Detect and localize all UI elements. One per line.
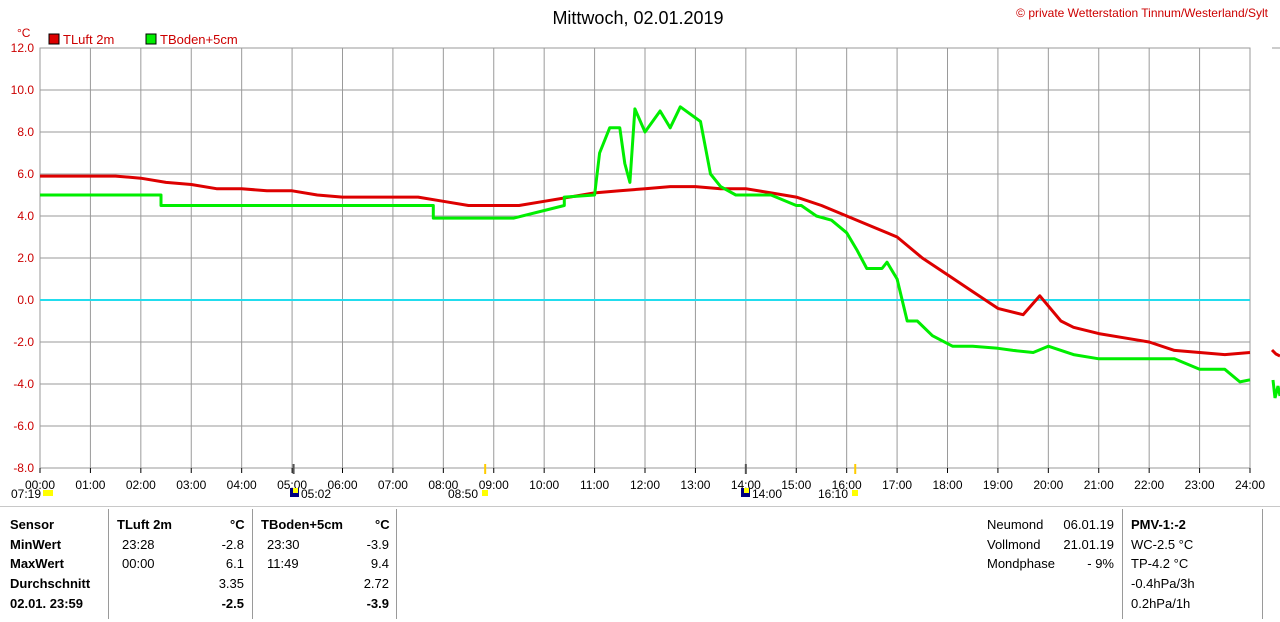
stats-row-avg: Durchschnitt [10,576,91,591]
x-tick-label: 02:00 [126,478,156,492]
legend-swatch-tboden [145,33,157,45]
series-line-tluft [40,174,1251,357]
stats-header-tluft: TLuft 2m [117,517,172,532]
tboden-max-time: 11:49 [267,556,299,571]
tluft-max-time: 00:00 [122,556,155,571]
moon-phase-value: - 9% [1087,556,1114,571]
stats-unit-tluft: °C [230,517,245,532]
x-tick-label: 14:00 [731,478,761,492]
y-tick-label: 6.0 [17,167,34,181]
x-tick-label: 24:00 [1235,478,1265,492]
event-moonset: 14:00 [752,487,782,501]
stats-row-min: MinWert [10,537,62,552]
tluft-avg-value: 3.35 [218,576,244,591]
event-sunrise: 07:19 [11,487,41,501]
x-tick-label: 19:00 [983,478,1013,492]
tluft-max-value: 6.1 [225,556,244,571]
x-tick-label: 22:00 [1134,478,1164,492]
event-moonrise: 05:02 [301,487,331,501]
tboden-current-value: -3.9 [366,596,389,611]
x-tick-label: 18:00 [932,478,962,492]
tluft-min-value: -2.8 [221,537,244,552]
x-tick-label: 00:00 [25,478,55,492]
x-tick-label: 01:00 [75,478,105,492]
pmv-title: PMV-1:-2 [1131,517,1186,532]
y-tick-label: 4.0 [17,209,34,223]
pmv-pressure-1h: 0.2hPa/1h [1131,596,1191,611]
event-noon: 08:50 [448,487,478,501]
tluft-min-time: 23:28 [122,537,155,552]
legend-tluft: TLuft 2m [63,32,114,47]
stats-row-now: 02.01. 23:59 [10,596,84,611]
next-day-tluft-stub [1270,348,1280,358]
tluft-current-value: -2.5 [221,596,244,611]
moon-phase-label: Mondphase [987,556,1055,571]
x-tick-label: 09:00 [479,478,509,492]
legend-tboden: TBoden+5cm [160,32,238,47]
x-tick-label: 03:00 [176,478,206,492]
y-tick-label: 10.0 [11,83,35,97]
series-lines [40,105,1251,384]
y-tick-label: -2.0 [13,335,34,349]
stats-unit-tboden: °C [375,517,390,532]
sun-marker-icon [43,490,53,496]
moon-new-label: Neumond [987,517,1044,532]
stats-row-max: MaxWert [10,556,64,571]
copyright-text: © private Wetterstation Tinnum/Westerlan… [1016,6,1269,20]
y-tick-label: -8.0 [13,461,34,475]
x-tick-label: 16:00 [832,478,862,492]
event-sunset: 16:10 [818,487,848,501]
x-tick-label: 10:00 [529,478,559,492]
stats-header-sensor: Sensor [10,517,55,532]
x-tick-label: 11:00 [580,478,609,492]
tboden-avg-value: 2.72 [363,576,389,591]
tboden-min-time: 23:30 [267,537,300,552]
tboden-min-value: -3.9 [366,537,389,552]
stats-panel: Sensor MinWert MaxWert Durchschnitt 02.0… [0,506,1280,622]
y-tick-label: 2.0 [17,251,34,265]
moon-full-date: 21.01.19 [1063,537,1114,552]
moon-full-label: Vollmond [987,537,1041,552]
sun-marker-icon [852,490,858,496]
x-tick-label: 23:00 [1185,478,1215,492]
x-tick-label: 17:00 [882,478,912,492]
sun-marker-icon [482,490,488,496]
x-tick-label: 07:00 [378,478,408,492]
y-tick-label: 12.0 [11,41,35,55]
next-day-tboden-stub [1271,379,1280,399]
y-tick-label: -4.0 [13,377,34,391]
tboden-max-value: 9.4 [370,556,389,571]
pmv-dewpoint: TP-4.2 °C [1131,556,1189,571]
x-tick-label: 05:00 [277,478,307,492]
stats-header-tboden: TBoden+5cm [261,517,343,532]
x-tick-label: 06:00 [327,478,357,492]
pmv-windchill: WC-2.5 °C [1131,537,1194,552]
series-line-tboden [40,105,1251,384]
event-markers: 07:19 05:02 08:50 14:00 16:10 [11,487,858,501]
y-tick-label: 8.0 [17,125,34,139]
y-tick-label: 0.0 [17,293,34,307]
chart-title: Mittwoch, 02.01.2019 [552,8,723,28]
moon-new-date: 06.01.19 [1063,517,1114,532]
legend-swatch-tluft [48,33,60,45]
x-tick-label: 13:00 [680,478,710,492]
x-tick-label: 20:00 [1033,478,1063,492]
pmv-pressure-3h: -0.4hPa/3h [1131,576,1195,591]
x-tick-label: 21:00 [1084,478,1114,492]
x-ticks: 00:00 01:00 02:00 03:00 04:00 05:00 06:00 07:00… [25,478,1265,492]
temperature-chart: Mittwoch, 02.01.2019 © private Wettersta… [11,6,1280,501]
x-tick-label: 15:00 [781,478,811,492]
y-axis-unit: °C [17,26,31,40]
y-tick-label: -6.0 [13,419,34,433]
x-tick-label: 12:00 [630,478,660,492]
y-ticks: 12.0 10.0 8.0 6.0 4.0 2.0 0.0 -2.0 -4.0 -6.0 -8.0 [11,41,35,475]
grid [39,47,1251,474]
x-tick-label: 04:00 [227,478,257,492]
x-tick-label: 08:00 [428,478,458,492]
